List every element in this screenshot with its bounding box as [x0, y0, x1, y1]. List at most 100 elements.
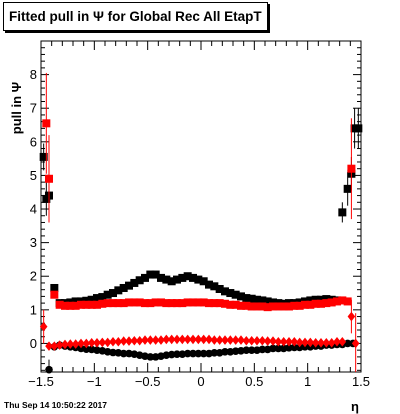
data-point [87, 295, 96, 304]
x-tick-label: −1 [87, 374, 102, 389]
data-point [351, 338, 360, 349]
data-point [226, 335, 235, 345]
data-point [130, 335, 139, 346]
x-tick-label: −1.5 [28, 374, 54, 389]
data-point [194, 298, 203, 307]
data-point [109, 289, 117, 298]
data-point [231, 300, 240, 309]
data-point [295, 337, 304, 348]
data-point [151, 270, 160, 279]
data-point [50, 290, 59, 299]
data-point [242, 335, 251, 346]
data-point [258, 335, 267, 346]
x-axis-title: η [351, 399, 359, 414]
red-mean-series [39, 299, 360, 372]
data-point [221, 348, 229, 356]
data-point [87, 300, 96, 309]
y-axis-title: pull in Ψ [9, 82, 24, 134]
data-point [247, 346, 256, 354]
data-point [119, 283, 128, 292]
data-point [71, 339, 80, 349]
data-point [269, 336, 277, 346]
timestamp: Thu Sep 14 10:50:22 2017 [4, 400, 108, 410]
data-point [167, 334, 176, 345]
data-point [141, 299, 149, 308]
data-point [290, 343, 299, 352]
data-point [205, 334, 213, 345]
data-point [125, 298, 133, 307]
plot-frame [40, 40, 362, 373]
x-tick-label: −0.5 [135, 374, 161, 389]
data-point [199, 298, 208, 307]
data-point [322, 299, 331, 308]
data-point [146, 299, 155, 308]
y-axis: 0 1 2 3 4 5 6 7 8 [30, 47, 361, 371]
data-point [290, 301, 299, 310]
data-point [221, 335, 229, 345]
data-point [103, 290, 112, 299]
data-point [146, 335, 155, 345]
data-point [199, 334, 208, 345]
data-point [183, 349, 192, 358]
data-point [119, 336, 128, 346]
data-point [42, 119, 51, 128]
data-point [333, 336, 341, 347]
data-point [109, 299, 117, 308]
data-point [322, 295, 331, 304]
data-point [93, 300, 101, 309]
data-point [210, 349, 219, 357]
data-point [173, 334, 181, 345]
data-point [306, 296, 315, 305]
data-point [173, 275, 181, 284]
data-point [317, 295, 325, 304]
data-point [61, 339, 69, 350]
data-point [199, 349, 208, 358]
data-point [183, 334, 192, 345]
data-point [295, 301, 304, 310]
data-point [215, 335, 224, 345]
data-point [247, 294, 256, 303]
data-point [50, 283, 59, 292]
data-point [82, 300, 91, 309]
data-point [141, 273, 149, 282]
data-point [61, 301, 69, 310]
data-point [253, 335, 261, 346]
data-point [221, 287, 229, 296]
data-point [82, 296, 91, 305]
x-tick-label: 0 [197, 374, 204, 389]
data-point [274, 302, 283, 311]
data-point [269, 298, 277, 307]
data-point [274, 344, 283, 353]
data-point [194, 334, 203, 345]
data-point [215, 299, 224, 308]
data-point [130, 278, 139, 287]
data-point [157, 273, 165, 282]
y-tick-label: 0 [30, 336, 37, 351]
data-point [354, 124, 363, 133]
data-point [237, 335, 245, 345]
red-sigma-series [42, 72, 356, 312]
data-point [167, 299, 176, 308]
data-point [103, 299, 112, 308]
data-point [199, 277, 208, 286]
data-point [178, 299, 187, 308]
data-point [45, 174, 53, 183]
data-point [162, 299, 171, 308]
data-point [135, 335, 144, 346]
data-point [45, 365, 53, 374]
data-point [258, 345, 267, 354]
data-point [189, 334, 197, 345]
data-point [55, 340, 64, 350]
y-tick-label: 5 [30, 168, 37, 183]
data-point [93, 294, 101, 303]
data-point [237, 301, 245, 310]
y-tick-label: 4 [30, 202, 37, 217]
data-point [178, 273, 187, 282]
data-point [301, 337, 309, 348]
data-point [317, 299, 325, 308]
data-point [119, 349, 128, 358]
data-point [146, 270, 155, 279]
data-point [338, 208, 347, 217]
data-point [338, 296, 347, 305]
